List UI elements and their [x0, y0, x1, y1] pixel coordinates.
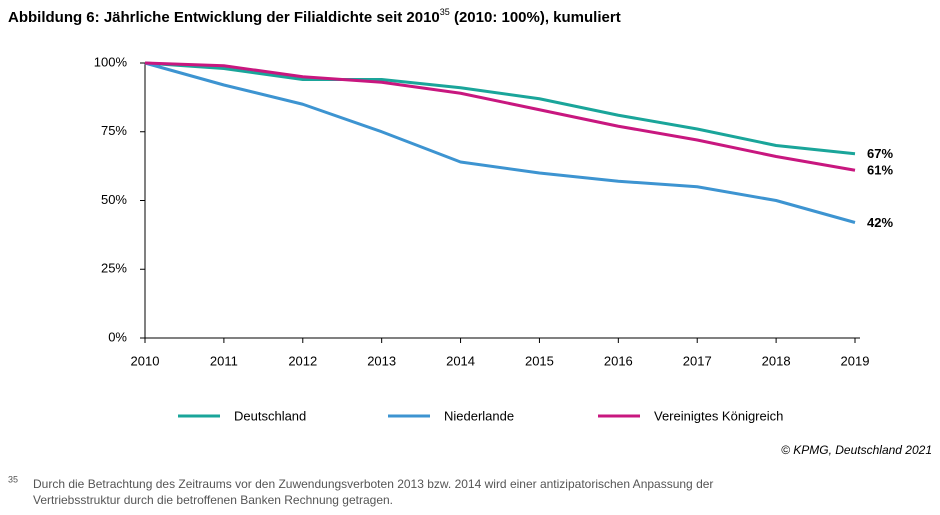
series-line	[144, 61, 856, 224]
source: © KPMG, Deutschland 2021	[781, 443, 932, 457]
x-tick-label: 2011	[210, 353, 238, 368]
x-tick-label: 2018	[762, 353, 791, 368]
legend-label: Deutschland	[234, 408, 306, 423]
legend-label: Vereinigtes Königreich	[654, 408, 783, 423]
series-line	[144, 61, 856, 156]
value-label: 61%	[867, 163, 893, 178]
title-superscript: 35	[440, 7, 450, 17]
x-tick-label: 2014	[446, 353, 475, 368]
series-line	[144, 61, 856, 172]
title-main: Abbildung 6: Jährliche Entwicklung der F…	[8, 9, 440, 26]
footnote-line: Vertriebsstruktur durch die betroffenen …	[33, 493, 393, 507]
x-tick-label: 2015	[525, 353, 554, 368]
footnote-marker: 35	[8, 474, 18, 484]
footnote-line: Durch die Betrachtung des Zeitraums vor …	[33, 477, 713, 491]
x-tick-label: 2013	[367, 353, 396, 368]
chart-title: Abbildung 6: Jährliche Entwicklung der F…	[8, 7, 621, 26]
value-label: 67%	[867, 146, 893, 161]
legend-label: Niederlande	[444, 408, 514, 423]
title-suffix: (2010: 100%), kumuliert	[450, 9, 621, 26]
y-tick-label: 0%	[108, 329, 127, 344]
y-tick-label: 25%	[101, 261, 127, 276]
y-tick-label: 75%	[101, 123, 127, 138]
x-tick-label: 2016	[604, 353, 633, 368]
value-label: 42%	[867, 215, 893, 230]
x-tick-label: 2019	[841, 353, 870, 368]
x-tick-label: 2012	[288, 353, 317, 368]
x-tick-label: 2017	[683, 353, 712, 368]
y-tick-label: 50%	[101, 192, 127, 207]
x-tick-label: 2010	[131, 353, 160, 368]
y-tick-label: 100%	[94, 54, 128, 69]
